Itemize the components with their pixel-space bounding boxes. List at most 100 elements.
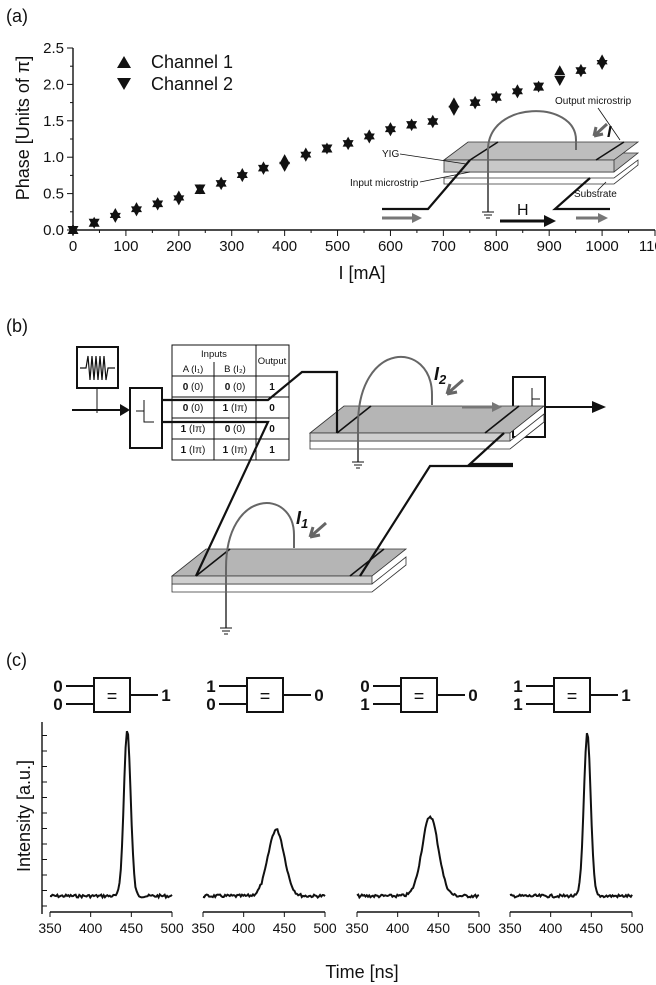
x-tick-label: 350 — [345, 920, 369, 936]
field-label: H — [517, 202, 529, 219]
gate-symbol: = — [414, 686, 425, 706]
x-tick-label: 700 — [431, 238, 456, 255]
rf-pulse-icon — [80, 355, 115, 381]
table-col-b: B (I₂) — [224, 364, 246, 375]
table-header-output: Output — [258, 356, 287, 367]
xnor-gate-icon — [246, 677, 284, 713]
legend-marker-channel-2 — [117, 78, 131, 90]
data-point-channel-2 — [511, 88, 523, 99]
phase-x-axis-label: I [mA] — [338, 263, 385, 283]
legend-label-channel-2: Channel 2 — [151, 74, 233, 94]
data-point-channel-2 — [215, 180, 227, 191]
table-cell-b: 1 (Iπ) — [223, 403, 248, 414]
gate-input-a: 1 — [206, 677, 215, 696]
data-point-channel-2 — [173, 195, 185, 206]
x-tick-label: 400 — [232, 920, 256, 936]
upper-current-label: I2 — [434, 364, 447, 387]
output-microstrip-line — [595, 141, 625, 161]
data-point-channel-2 — [88, 218, 100, 229]
table-header-inputs: Inputs — [201, 349, 227, 360]
upper-current-wire — [357, 355, 433, 462]
x-tick-label: 500 — [160, 920, 184, 936]
lower-current-arrow-icon — [308, 521, 327, 539]
data-point-channel-2 — [363, 133, 375, 144]
output-lead — [552, 177, 610, 211]
x-tick-label: 500 — [620, 920, 644, 936]
current-arrow-icon — [592, 122, 609, 138]
x-tick-label: 400 — [539, 920, 563, 936]
y-tick-label: 1.0 — [43, 149, 64, 166]
table-cell-a: 0 (0) — [183, 403, 204, 414]
gate-input-b: 1 — [513, 695, 522, 714]
x-tick-label: 350 — [191, 920, 215, 936]
upper-ground-icon — [352, 461, 364, 469]
input-arrow-icon — [120, 404, 130, 416]
x-tick-label: 350 — [498, 920, 522, 936]
phase-plot: 0 100 200 300 400 500 600 700 800 900 1000 1100 0.0 0… — [43, 40, 656, 255]
x-tick-label: 500 — [467, 920, 491, 936]
x-tick-label: 400 — [386, 920, 410, 936]
x-tick-label: 300 — [219, 238, 244, 255]
x-tick-label: 450 — [120, 920, 144, 936]
rf-source — [76, 346, 119, 413]
intensity-trace — [49, 730, 173, 900]
device-inset: I Output microstrip YIG Input microstrip… — [350, 96, 640, 227]
data-point-channel-2 — [194, 184, 206, 195]
data-point-channel-1 — [554, 65, 566, 76]
input-microstrip-label: Input microstrip — [350, 178, 419, 189]
lower-ground-icon — [220, 627, 232, 635]
table-cell-output: 0 — [269, 424, 275, 435]
intensity-trace — [356, 814, 480, 900]
x-tick-label: 400 — [79, 920, 103, 936]
phase-legend: Channel 1 Channel 2 — [117, 52, 233, 94]
data-point-channel-2 — [236, 172, 248, 183]
x-tick-label: 900 — [537, 238, 562, 255]
data-point-channel-1 — [279, 154, 291, 165]
y-tick-label: 2.0 — [43, 76, 64, 93]
data-point-channel-2 — [279, 161, 291, 172]
panel-label-b: (b) — [6, 316, 28, 336]
data-point-channel-2 — [575, 67, 587, 78]
y-tick-label: 2.5 — [43, 40, 64, 57]
gate-symbol: = — [260, 686, 271, 706]
data-point-channel-1 — [448, 97, 460, 108]
lower-current-wire — [225, 502, 295, 628]
data-point-channel-2 — [109, 212, 121, 223]
data-point-channel-2 — [554, 76, 566, 87]
data-point-channel-2 — [427, 118, 439, 129]
current-wire — [487, 110, 577, 212]
intensity-y-axis-label: Intensity [a.u.] — [14, 760, 34, 872]
xnor-gate-icon — [400, 677, 438, 713]
x-tick-label: 200 — [166, 238, 191, 255]
panel-label-c: (c) — [6, 650, 27, 670]
gate-input-a: 0 — [360, 677, 369, 696]
truth-table: Inputs Output A (I₁) B (I₂) 0 (0) 0 (0) 10… — [171, 344, 290, 461]
lower-device: I1 — [170, 502, 408, 635]
gate-input-b: 0 — [206, 695, 215, 714]
gate-symbol: = — [107, 686, 118, 706]
data-point-channel-2 — [257, 164, 269, 175]
splitter — [129, 387, 163, 449]
x-tick-label: 1100 — [639, 238, 656, 255]
x-tick-label: 500 — [313, 920, 337, 936]
x-tick-label: 400 — [272, 238, 297, 255]
data-point-channel-2 — [448, 105, 460, 116]
gate-input-a: 1 — [513, 677, 522, 696]
table-cell-b: 0 (0) — [225, 424, 246, 435]
panel-label-a: (a) — [6, 6, 28, 26]
gate-output: 1 — [621, 686, 630, 705]
x-tick-label: 800 — [484, 238, 509, 255]
data-point-channel-2 — [130, 206, 142, 217]
yig-film-side — [443, 159, 615, 173]
upper-device: I2 — [308, 355, 546, 469]
data-point-channel-2 — [342, 140, 354, 151]
data-point-channel-2 — [596, 60, 608, 71]
upper-current-arrow-icon — [445, 378, 464, 396]
input-lead — [382, 159, 471, 211]
table-cell-a: 1 (Iπ) — [181, 445, 206, 456]
gate-input-a: 0 — [53, 677, 62, 696]
x-tick-label: 0 — [69, 238, 77, 255]
lower-branch-line — [162, 420, 270, 577]
